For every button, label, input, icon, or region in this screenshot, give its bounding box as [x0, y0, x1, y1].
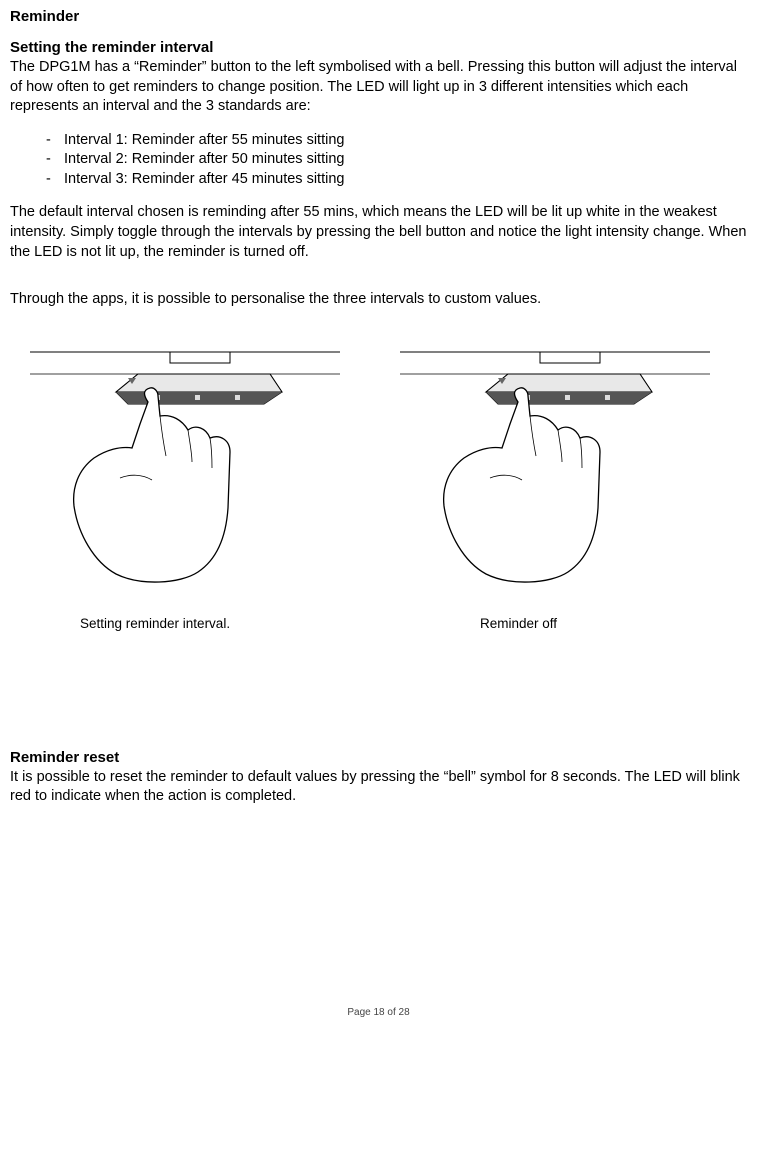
- figure-caption: Reminder off: [390, 616, 720, 631]
- page-title: Reminder: [10, 8, 747, 25]
- paragraph: The DPG1M has a “Reminder” button to the…: [10, 58, 747, 117]
- paragraph: The default interval chosen is reminding…: [10, 203, 747, 262]
- list-item: - Interval 1: Reminder after 55 minutes …: [46, 131, 747, 151]
- section-heading-interval: Setting the reminder interval: [10, 39, 747, 56]
- hand-icon: [444, 387, 600, 581]
- list-item: - Interval 3: Reminder after 45 minutes …: [46, 170, 747, 190]
- bullet-dash: -: [46, 150, 64, 170]
- paragraph: It is possible to reset the reminder to …: [10, 768, 747, 807]
- bullet-dash: -: [46, 170, 64, 190]
- bullet-dash: -: [46, 131, 64, 151]
- page-footer: Page 18 of 28: [10, 1007, 747, 1026]
- list-item-text: Interval 1: Reminder after 55 minutes si…: [64, 131, 344, 151]
- figure-row: Setting reminder interval.: [10, 338, 747, 631]
- device-icon: [486, 374, 652, 404]
- list-item-text: Interval 2: Reminder after 50 minutes si…: [64, 150, 344, 170]
- paragraph: Through the apps, it is possible to pers…: [10, 290, 747, 310]
- list-item-text: Interval 3: Reminder after 45 minutes si…: [64, 170, 344, 190]
- section-heading-reset: Reminder reset: [10, 749, 747, 766]
- hand-icon: [74, 387, 230, 581]
- figure-caption: Setting reminder interval.: [20, 616, 350, 631]
- device-icon: [116, 374, 282, 404]
- figure-setting-interval: Setting reminder interval.: [20, 338, 350, 631]
- figure-reminder-off: Reminder off: [390, 338, 720, 631]
- list-item: - Interval 2: Reminder after 50 minutes …: [46, 150, 747, 170]
- interval-list: - Interval 1: Reminder after 55 minutes …: [10, 131, 747, 190]
